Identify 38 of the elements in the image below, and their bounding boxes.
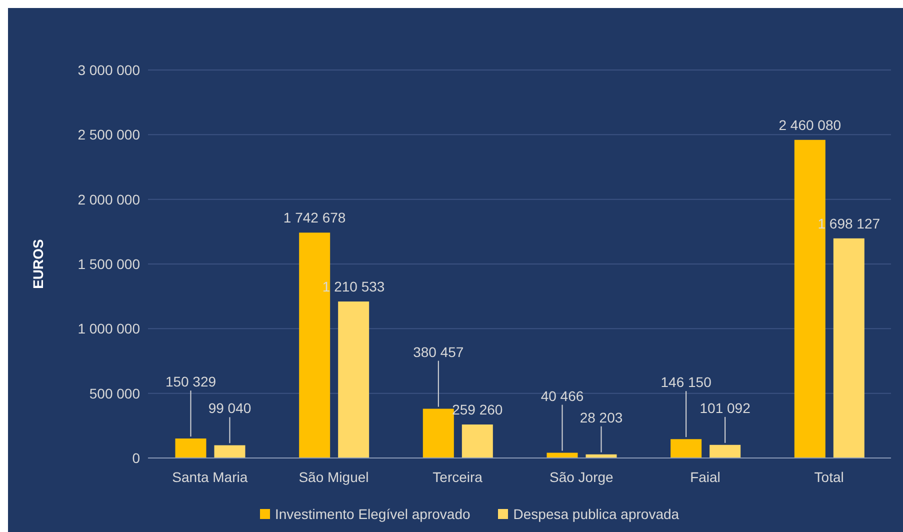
data-label: 40 466 xyxy=(540,388,584,404)
bar xyxy=(214,445,246,458)
data-label: 101 092 xyxy=(700,400,751,416)
bar xyxy=(462,424,493,458)
legend-label: Despesa publica aprovada xyxy=(512,506,680,522)
data-label: 1 210 533 xyxy=(322,278,385,294)
y-tick-label: 0 xyxy=(132,450,140,466)
bar xyxy=(299,232,330,458)
data-label: 259 260 xyxy=(452,401,503,418)
x-tick-label: São Miguel xyxy=(298,468,369,485)
data-label: 2 460 080 xyxy=(778,116,842,133)
data-label: 1 742 678 xyxy=(283,210,346,226)
data-label: 28 203 xyxy=(580,409,623,426)
data-label: 380 457 xyxy=(413,344,464,360)
y-tick-label: 3 000 000 xyxy=(78,62,140,78)
data-label: 150 329 xyxy=(165,374,216,390)
y-axis-title: EUROS xyxy=(30,239,46,289)
data-label: 1 698 127 xyxy=(818,215,880,232)
bar xyxy=(833,238,864,458)
bar xyxy=(338,301,370,458)
y-tick-label: 500 000 xyxy=(89,385,140,402)
y-tick-label: 2 500 000 xyxy=(78,126,140,143)
x-tick-label: Santa Maria xyxy=(172,468,248,485)
data-label: 99 040 xyxy=(208,400,252,416)
legend-label: Investimento Elegível aprovado xyxy=(274,506,470,522)
bar xyxy=(175,438,206,458)
bar xyxy=(422,408,454,458)
y-tick-label: 2 000 000 xyxy=(78,191,140,208)
y-tick-label: 1 000 000 xyxy=(78,320,140,337)
x-tick-label: Terceira xyxy=(432,468,483,485)
x-tick-label: Faial xyxy=(690,468,720,485)
y-tick-label: 1 500 000 xyxy=(78,256,140,272)
data-label: 146 150 xyxy=(660,374,712,390)
x-tick-label: Total xyxy=(814,468,844,485)
bar xyxy=(710,444,741,458)
x-tick-label: São Jorge xyxy=(550,468,614,485)
bar xyxy=(794,140,826,458)
bar xyxy=(670,439,702,458)
